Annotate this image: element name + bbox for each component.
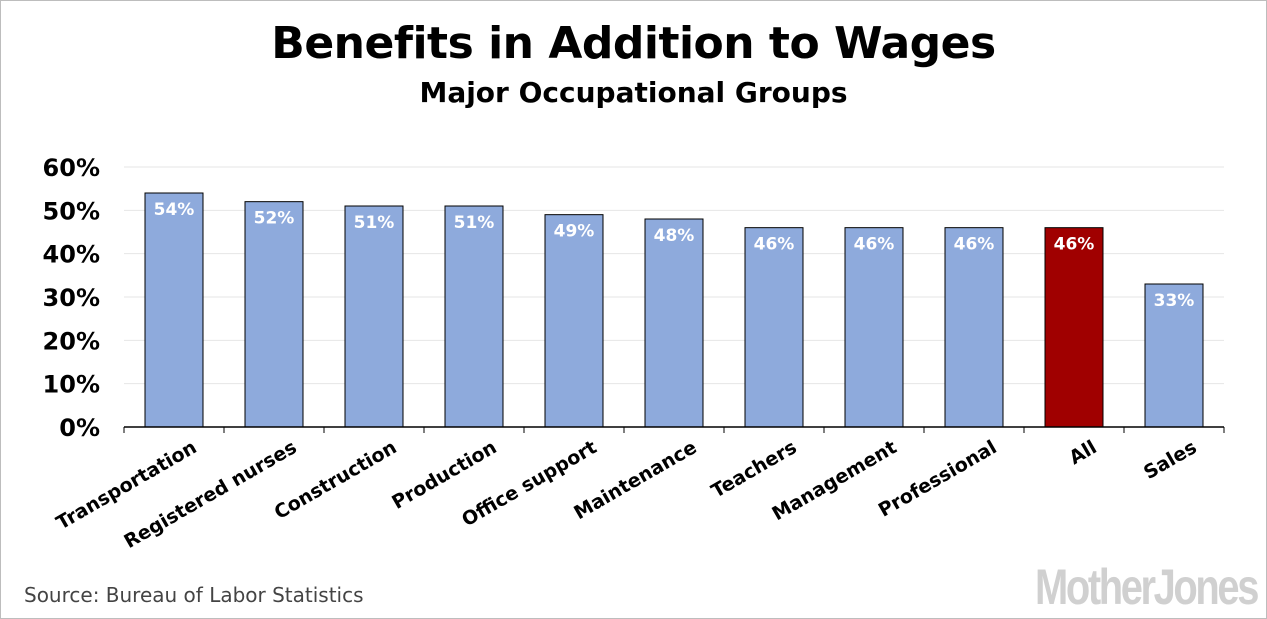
- bar-value-label: 48%: [654, 226, 695, 246]
- bar-value-label: 51%: [454, 213, 495, 233]
- bar: [144, 192, 204, 428]
- y-tick-label: 60%: [43, 154, 100, 182]
- bar-value-label: 46%: [1054, 235, 1095, 255]
- bar: [1044, 227, 1104, 428]
- y-tick-label: 30%: [43, 284, 100, 312]
- chart-subtitle: Major Occupational Groups: [419, 76, 848, 109]
- x-tick-label: Registered nurses: [120, 436, 300, 553]
- x-tick-label: All: [1065, 436, 1100, 469]
- bar: [944, 227, 1004, 428]
- mother-jones-logo: MotherJones: [1035, 559, 1261, 615]
- bar-value-label: 46%: [854, 235, 895, 255]
- x-tick-label: Sales: [1140, 436, 1201, 484]
- bar-value-label: 46%: [754, 235, 795, 255]
- y-tick-label: 0%: [59, 414, 100, 442]
- x-tick-label: Teachers: [708, 436, 801, 502]
- bar-value-label: 46%: [954, 235, 995, 255]
- bar-value-label: 49%: [554, 222, 595, 242]
- bar: [244, 201, 304, 428]
- svg-text:MotherJones: MotherJones: [1035, 559, 1258, 615]
- bar: [644, 218, 704, 428]
- bar-value-label: 51%: [354, 213, 395, 233]
- bar: [544, 214, 604, 428]
- chart-title: Benefits in Addition to Wages: [271, 18, 996, 69]
- bar: [444, 205, 504, 428]
- source-note: Source: Bureau of Labor Statistics: [24, 583, 364, 607]
- bar: [344, 205, 404, 428]
- y-tick-label: 50%: [43, 197, 100, 225]
- y-tick-label: 20%: [43, 327, 100, 355]
- bar: [744, 227, 804, 428]
- bar: [1144, 283, 1204, 428]
- bar-value-label: 52%: [254, 209, 295, 229]
- bar-value-label: 33%: [1154, 291, 1195, 311]
- y-tick-label: 40%: [43, 241, 100, 269]
- bar: [844, 227, 904, 428]
- bar-value-label: 54%: [154, 200, 195, 220]
- y-tick-label: 10%: [43, 371, 100, 399]
